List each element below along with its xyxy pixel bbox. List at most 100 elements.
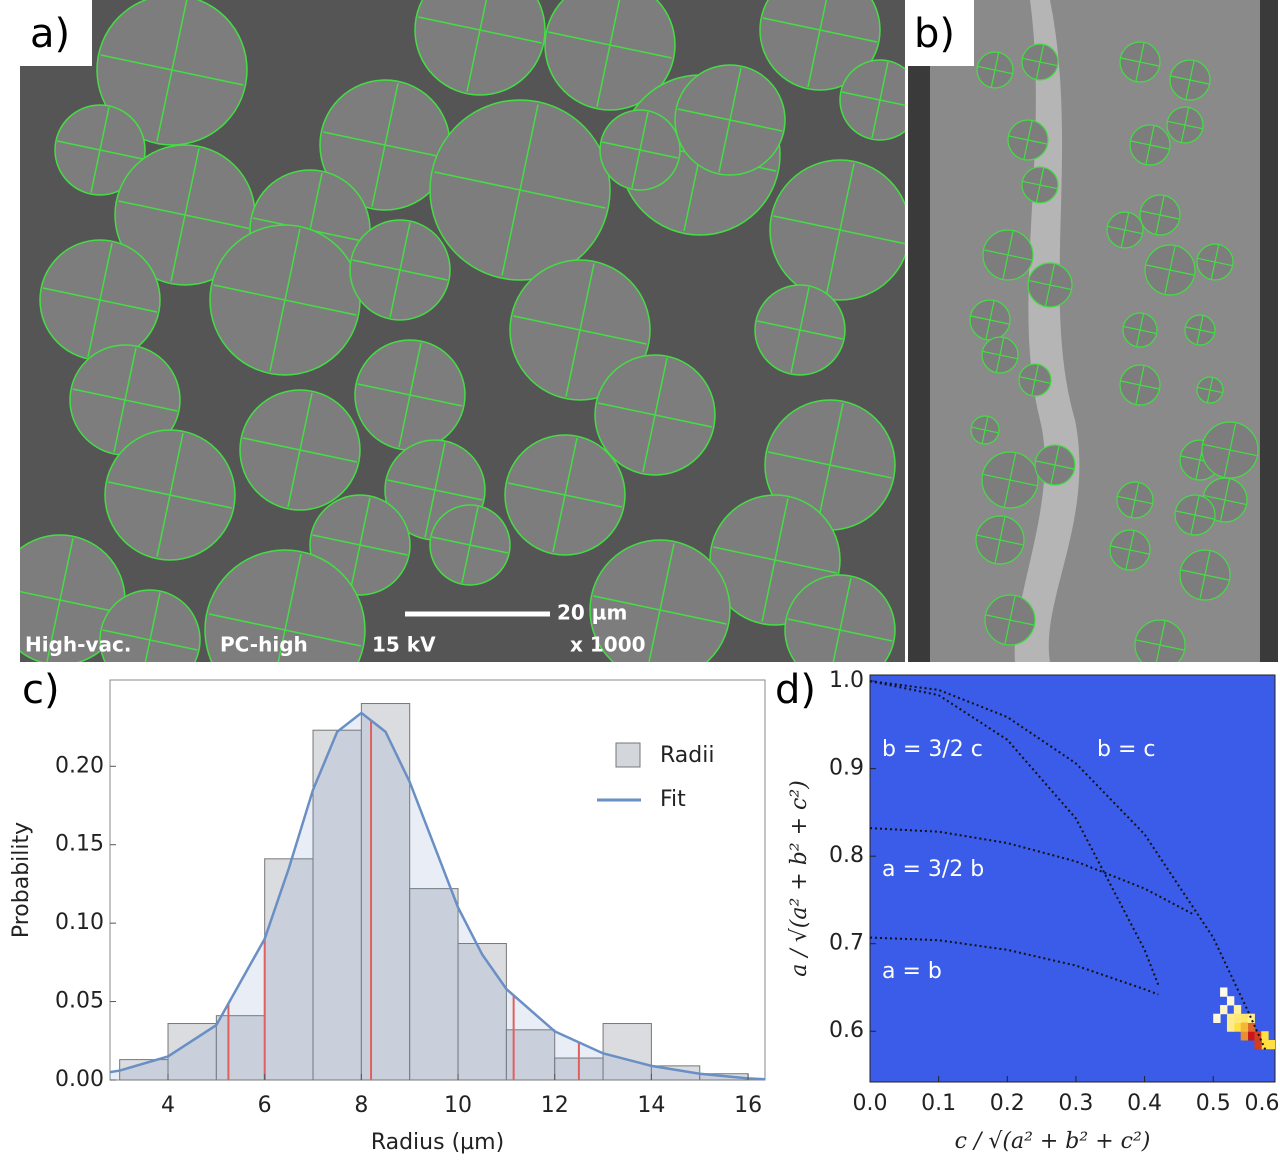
particle-axis: [371, 83, 399, 207]
particle-axis: [87, 242, 113, 358]
scale-bar-label: 20 µm: [557, 601, 627, 625]
particle-axis: [90, 107, 110, 193]
heat-cell: [1261, 1031, 1269, 1041]
particle-axis: [1035, 167, 1045, 203]
particle-axis: [995, 337, 1005, 373]
panel-label: b): [914, 11, 955, 57]
particle-axis: [466, 0, 488, 92]
panel-label: c): [22, 667, 60, 713]
heat-cell: [1226, 1022, 1235, 1032]
heat-cell: [1240, 1013, 1249, 1023]
heat-cell: [1220, 987, 1228, 997]
heat-cell: [1213, 1013, 1221, 1023]
panel-label: d): [775, 667, 816, 713]
y-tick-label: 0.00: [55, 1067, 104, 1092]
particle-axis: [1180, 107, 1190, 143]
label-box: [908, 0, 974, 66]
x-tick-label: 0.1: [921, 1091, 956, 1116]
particle-axis: [1135, 42, 1145, 82]
particle-axis: [277, 553, 302, 662]
particle-axis: [1120, 212, 1130, 248]
particle-axis: [1031, 364, 1039, 396]
fit-area: [110, 712, 765, 1080]
particle-axis: [461, 506, 479, 584]
particle-axis: [398, 342, 422, 448]
info-text: 15 kV: [372, 633, 436, 657]
particle-axis: [565, 263, 595, 397]
particle: [544, 0, 676, 111]
y-tick-label: 0.20: [55, 753, 104, 778]
y-axis-label: a / √(a² + b² + c²): [787, 780, 812, 977]
particle-axis: [990, 52, 1000, 88]
particles-a: [20, 0, 905, 662]
particle-axis: [170, 148, 200, 282]
particle: [759, 0, 881, 91]
particle-axis: [825, 163, 855, 297]
particle-axis: [389, 222, 411, 318]
particle-axis: [596, 0, 621, 107]
particle-axis: [1035, 44, 1045, 80]
particle-axis: [46, 538, 74, 662]
particle-axis: [1155, 621, 1166, 662]
y-tick-label: 0.10: [55, 910, 104, 935]
heat-cell: [1240, 1031, 1249, 1041]
x-tick-label: 0.0: [853, 1091, 888, 1116]
particle-axis: [871, 61, 889, 139]
particle-axis: [1130, 482, 1140, 518]
heat-cell: [1268, 1039, 1275, 1050]
y-tick-label: 0.7: [829, 931, 864, 956]
particle-axis: [1185, 60, 1195, 100]
particle: [784, 574, 896, 662]
particle-axis: [994, 517, 1006, 563]
annotation: b = c: [1097, 737, 1155, 762]
x-axis-label: Radius (µm): [371, 1130, 504, 1155]
particle-axis: [1223, 423, 1237, 477]
particle-axis: [1050, 445, 1060, 485]
x-tick-label: 8: [354, 1093, 368, 1118]
panel-label: a): [30, 11, 70, 57]
particle-axis: [1145, 125, 1155, 165]
heat-cell: [1247, 1031, 1255, 1041]
y-tick-label: 1.0: [829, 668, 864, 693]
info-text: PC-high: [220, 633, 308, 657]
info-text: x 1000: [570, 633, 646, 657]
legend-swatch: [615, 742, 641, 768]
particle: [1134, 619, 1186, 662]
particle-axis: [1210, 244, 1220, 280]
particle-axis: [1023, 120, 1033, 160]
particle-axis: [1004, 596, 1016, 644]
heat-cell: [1247, 1013, 1255, 1023]
x-tick-label: 16: [734, 1093, 762, 1118]
heat-cell: [1233, 1004, 1242, 1015]
particle-axis: [144, 592, 161, 662]
heat-cell: [1247, 1022, 1255, 1032]
particle-axis: [1045, 263, 1055, 307]
legend-label: Fit: [660, 787, 686, 812]
particle-axis: [1196, 315, 1204, 345]
constraint-curve: [870, 680, 1267, 1052]
y-tick-label: 0.9: [829, 756, 864, 781]
particle-axis: [1206, 377, 1214, 403]
y-tick-label: 0.6: [829, 1018, 864, 1043]
particle-axis: [424, 442, 446, 538]
y-tick-label: 0.8: [829, 843, 864, 868]
x-tick-label: 0.6: [1245, 1091, 1280, 1116]
particle-axis: [816, 403, 844, 527]
fit-line: [109, 711, 766, 1081]
annotation: a = 3/2 b: [882, 857, 984, 882]
particle-axis: [648, 543, 675, 662]
particle-axis: [761, 498, 789, 622]
particle-axis: [1002, 231, 1014, 279]
y-axis-label: Probability: [9, 822, 34, 938]
particle-axis: [832, 577, 852, 662]
particle-axis: [1135, 365, 1145, 405]
heat-cell: [1233, 1013, 1242, 1023]
x-tick-label: 0.2: [990, 1091, 1025, 1116]
particle-axis: [501, 104, 539, 276]
bar: [215, 1015, 266, 1081]
particle-axis: [1190, 495, 1200, 535]
particle-axis: [790, 287, 810, 373]
particle-axis: [269, 228, 301, 372]
